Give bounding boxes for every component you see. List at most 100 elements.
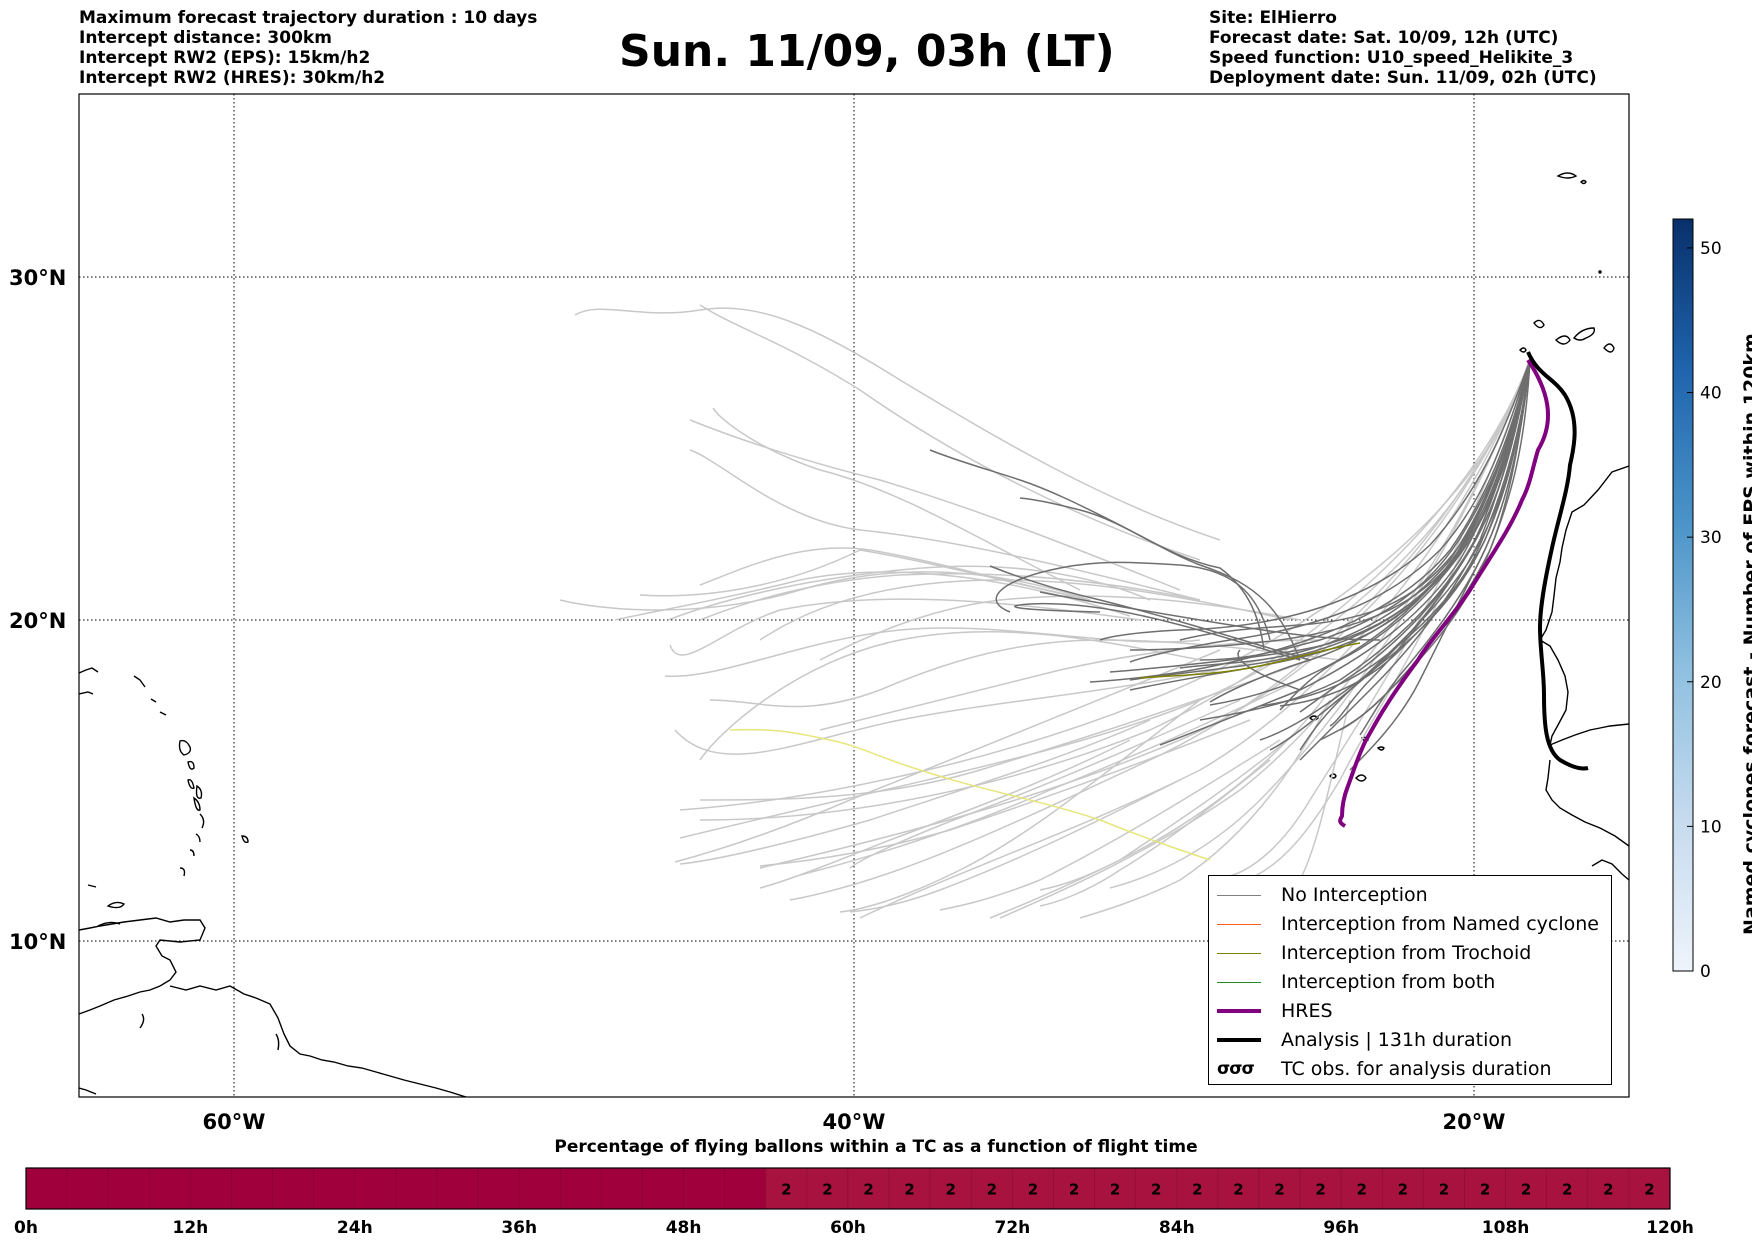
legend-swatch bbox=[1217, 1009, 1261, 1013]
percentage-cell bbox=[1587, 1167, 1630, 1210]
percentage-cell bbox=[436, 1167, 479, 1210]
header-line: Intercept RW2 (EPS): 15km/h2 bbox=[79, 48, 371, 68]
lon-label: 60°W bbox=[203, 1110, 266, 1134]
legend-item-no-interception: No Interception bbox=[1217, 881, 1428, 909]
time-axis-label: 120h bbox=[1646, 1218, 1694, 1238]
percentage-cell bbox=[1217, 1167, 1260, 1210]
lat-label: 20°N bbox=[9, 609, 66, 633]
lat-label: 10°N bbox=[9, 930, 66, 954]
percentage-cell bbox=[559, 1167, 602, 1210]
legend-swatch bbox=[1217, 981, 1261, 983]
header-line: Maximum forecast trajectory duration : 1… bbox=[79, 8, 538, 28]
percentage-cell bbox=[25, 1167, 68, 1210]
percentage-bar-frame bbox=[25, 1167, 1671, 1210]
percentage-bar: 2 2 2 2 2 2 2 2 2 2 2 2 2 2 2 2 2 2 2 2 2 2 0h 12h 24h 36h 48h 60h 7… bbox=[14, 1167, 1694, 1238]
lon-label: 40°W bbox=[823, 1110, 886, 1134]
time-axis-label: 0h bbox=[14, 1218, 38, 1238]
percentage-cell bbox=[66, 1167, 109, 1210]
percentage-cell bbox=[724, 1167, 767, 1210]
legend-label: Interception from Trochoid bbox=[1281, 942, 1532, 964]
time-axis-label: 36h bbox=[501, 1218, 537, 1238]
header-line: Deployment date: Sun. 11/09, 02h (UTC) bbox=[1209, 68, 1597, 88]
percentage-value: 2 bbox=[1480, 1181, 1490, 1199]
colorbar-tick-label: 30 bbox=[1700, 528, 1722, 548]
analysis-trajectory bbox=[1526, 351, 1589, 771]
legend-swatch bbox=[1217, 952, 1261, 954]
header-left: Maximum forecast trajectory duration : 1… bbox=[79, 8, 537, 88]
percentage-value: 2 bbox=[987, 1181, 997, 1199]
legend-swatch bbox=[1217, 894, 1261, 896]
percentage-value: 2 bbox=[1315, 1181, 1325, 1199]
header-line: Site: ElHierro bbox=[1209, 8, 1337, 28]
time-axis-label: 48h bbox=[666, 1218, 702, 1238]
time-axis-label: 24h bbox=[337, 1218, 373, 1238]
percentage-value: 2 bbox=[1274, 1181, 1284, 1199]
percentage-cell bbox=[929, 1167, 972, 1210]
percentage-value: 2 bbox=[1233, 1181, 1243, 1199]
yellow-trajectory bbox=[729, 728, 1211, 861]
colorbar-tick-label: 20 bbox=[1700, 673, 1722, 693]
percentage-cell bbox=[642, 1167, 684, 1210]
legend-label: TC obs. for analysis duration bbox=[1281, 1058, 1552, 1080]
lat-label: 30°N bbox=[9, 266, 66, 290]
percentage-cell bbox=[1628, 1167, 1671, 1210]
percentage-cell bbox=[272, 1167, 315, 1210]
percentage-value: 2 bbox=[1398, 1181, 1408, 1199]
trochoid-trajectory bbox=[1139, 642, 1361, 679]
header-line: Speed function: U10_speed_Helikite_3 bbox=[1209, 48, 1574, 68]
percentage-cell bbox=[806, 1167, 849, 1210]
time-axis-label: 72h bbox=[995, 1218, 1031, 1238]
header-line: Forecast date: Sat. 10/09, 12h (UTC) bbox=[1209, 28, 1559, 48]
eps-trajectories-dark bbox=[929, 359, 1531, 771]
percentage-value: 2 bbox=[822, 1181, 832, 1199]
percentage-cell bbox=[601, 1167, 643, 1210]
percentage-cell bbox=[888, 1167, 931, 1210]
percentage-value: 2 bbox=[1644, 1181, 1654, 1199]
colorbar-label: Named cyclones forecast - Number of EPS … bbox=[1740, 333, 1752, 935]
percentage-value: 2 bbox=[1562, 1181, 1572, 1199]
colorbar-tick-label: 10 bbox=[1700, 817, 1722, 837]
time-axis-label: 12h bbox=[173, 1218, 209, 1238]
percentage-cell bbox=[231, 1167, 273, 1210]
legend-label: HRES bbox=[1281, 1000, 1333, 1022]
legend-item-trochoid: Interception from Trochoid bbox=[1217, 939, 1531, 967]
map-title: Sun. 11/09, 03h (LT) bbox=[619, 26, 1115, 77]
coastline bbox=[79, 172, 1629, 1097]
time-axis-label: 108h bbox=[1482, 1218, 1530, 1238]
percentage-value: 2 bbox=[1069, 1181, 1079, 1199]
percentage-cell bbox=[765, 1167, 808, 1210]
legend-label: Analysis | 131h duration bbox=[1281, 1029, 1513, 1051]
legend-label: Interception from both bbox=[1281, 971, 1496, 993]
percentage-bar-title: Percentage of flying ballons within a TC… bbox=[554, 1137, 1198, 1157]
legend-label: Interception from Named cyclone bbox=[1281, 913, 1599, 935]
legend: No Interception Interception from Named … bbox=[1208, 875, 1612, 1085]
percentage-value: 2 bbox=[781, 1181, 791, 1199]
colorbar-tick-label: 40 bbox=[1700, 384, 1722, 404]
time-axis-label: 84h bbox=[1159, 1218, 1195, 1238]
tc-symbol-icon: σσσ bbox=[1217, 1059, 1255, 1079]
percentage-cell bbox=[683, 1167, 725, 1210]
percentage-cell bbox=[107, 1167, 150, 1210]
colorbar: 0 10 20 30 40 50 bbox=[1672, 218, 1722, 982]
percentage-cell bbox=[1464, 1167, 1506, 1210]
percentage-cell bbox=[354, 1167, 397, 1210]
legend-item-analysis: Analysis | 131h duration bbox=[1217, 1026, 1512, 1054]
legend-item-named-cyclone: Interception from Named cyclone bbox=[1217, 910, 1599, 938]
percentage-cell bbox=[477, 1167, 520, 1210]
header-line: Intercept distance: 300km bbox=[79, 28, 332, 48]
percentage-cell bbox=[518, 1167, 561, 1210]
percentage-value: 2 bbox=[1439, 1181, 1449, 1199]
percentage-cell bbox=[149, 1167, 191, 1210]
header-right: Site: ElHierro Forecast date: Sat. 10/09… bbox=[1209, 8, 1597, 88]
colorbar-tick-label: 50 bbox=[1700, 239, 1722, 259]
lon-label: 20°W bbox=[1443, 1110, 1506, 1134]
colorbar-tick-label: 0 bbox=[1700, 962, 1711, 982]
header-line: Intercept RW2 (HRES): 30km/h2 bbox=[79, 68, 386, 88]
legend-swatch bbox=[1217, 1038, 1261, 1042]
map-frame bbox=[78, 93, 1630, 1098]
percentage-value: 2 bbox=[1028, 1181, 1038, 1199]
legend-item-tc-obs: σσσ TC obs. for analysis duration bbox=[1217, 1055, 1552, 1083]
percentage-value: 2 bbox=[863, 1181, 873, 1199]
percentage-cell bbox=[1505, 1167, 1547, 1210]
